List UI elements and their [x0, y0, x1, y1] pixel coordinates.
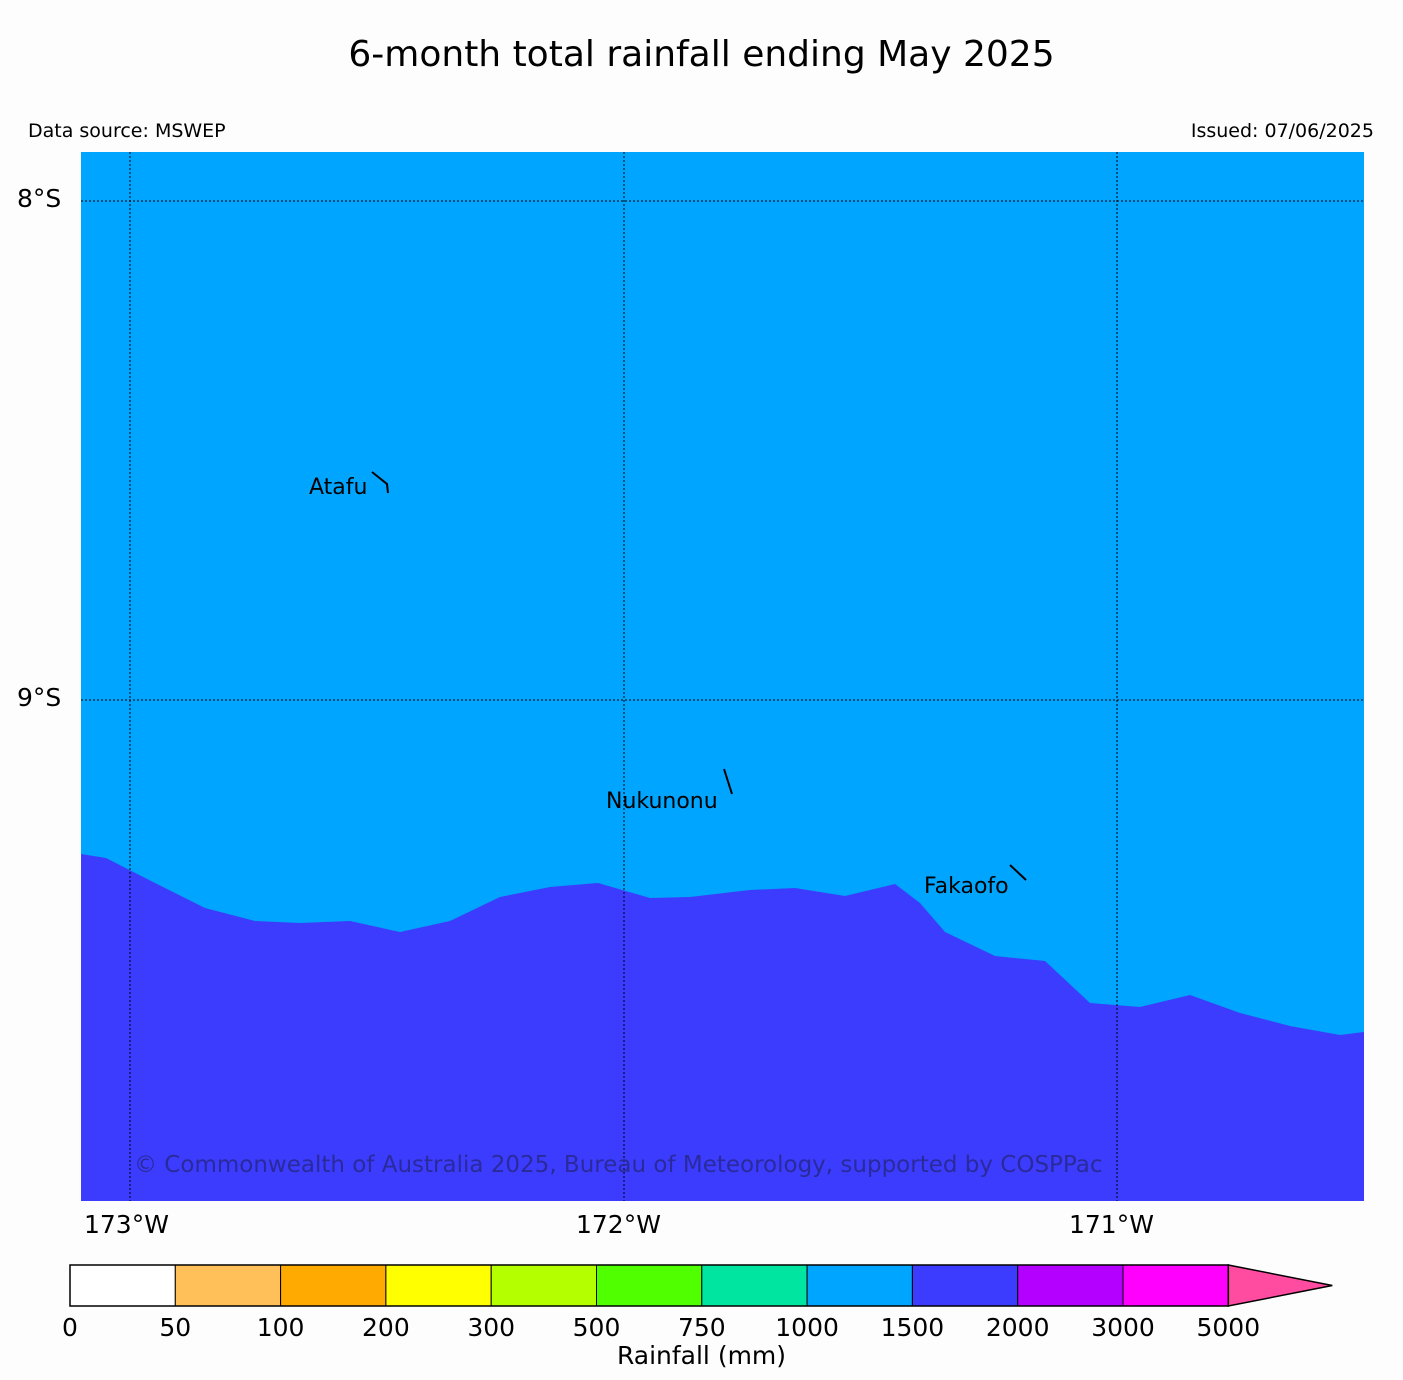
colorbar-tick-label: 100	[256, 1313, 305, 1342]
colorbar-segment	[701, 1264, 808, 1307]
colorbar-tick-label: 50	[159, 1313, 192, 1342]
lon-label-172w: 172°W	[576, 1210, 661, 1239]
colorbar-title: Rainfall (mm)	[616, 1341, 787, 1370]
colorbar-tick-label: 5000	[1196, 1313, 1261, 1342]
lat-label-9s: 9°S	[17, 683, 62, 712]
colorbar-segment	[1017, 1264, 1124, 1307]
colorbar-segment	[69, 1264, 176, 1307]
colorbar-tick-label: 300	[467, 1313, 516, 1342]
colorbar-segment	[1122, 1264, 1229, 1307]
colorbar-tick-label: 200	[362, 1313, 410, 1342]
island-label-nukunonu: Nukunonu	[606, 789, 718, 814]
colorbar-tick-label: 2000	[985, 1313, 1050, 1342]
lat-label-8s: 8°S	[17, 184, 62, 213]
graticule	[81, 152, 1364, 1201]
colorbar-tick-label: 3000	[1091, 1313, 1155, 1342]
colorbar-segment	[174, 1264, 282, 1307]
island-label-fakaofo: Fakaofo	[924, 874, 1009, 899]
colorbar-tick-label: 1000	[775, 1313, 839, 1342]
issued-date-label: Issued: 07/06/2025	[1190, 120, 1374, 142]
atafu-coastline	[371, 471, 389, 494]
colorbar-outline	[69, 1264, 1230, 1307]
colorbar-segment	[490, 1264, 598, 1307]
map-title: 6-month total rainfall ending May 2025	[348, 34, 1055, 75]
colorbar-segment	[596, 1264, 703, 1307]
colorbar-segment	[806, 1264, 913, 1307]
colorbar-segment	[911, 1264, 1019, 1307]
colorbar-tick-label: 750	[677, 1313, 726, 1342]
lon-label-171w: 171°W	[1069, 1210, 1154, 1239]
island-label-atafu: Atafu	[309, 475, 367, 500]
colorbar-extend-arrow	[1227, 1264, 1333, 1307]
copyright-notice: © Commonwealth of Australia 2025, Bureau…	[134, 1152, 1103, 1178]
colorbar-tick-label: 0	[62, 1313, 78, 1342]
nukunonu-coastline	[723, 768, 733, 795]
colorbar-segment	[385, 1264, 492, 1307]
colorbar	[69, 1264, 1333, 1307]
fakaofo-coastline	[1009, 864, 1027, 881]
colorbar-tick-label: 1500	[880, 1313, 945, 1342]
colorbar-segment	[280, 1264, 387, 1307]
data-source-label: Data source: MSWEP	[28, 120, 226, 142]
colorbar-tick-label: 500	[572, 1313, 621, 1342]
lon-label-173w: 173°W	[84, 1210, 169, 1239]
rainfall-region-1500-2000	[81, 854, 1364, 1201]
